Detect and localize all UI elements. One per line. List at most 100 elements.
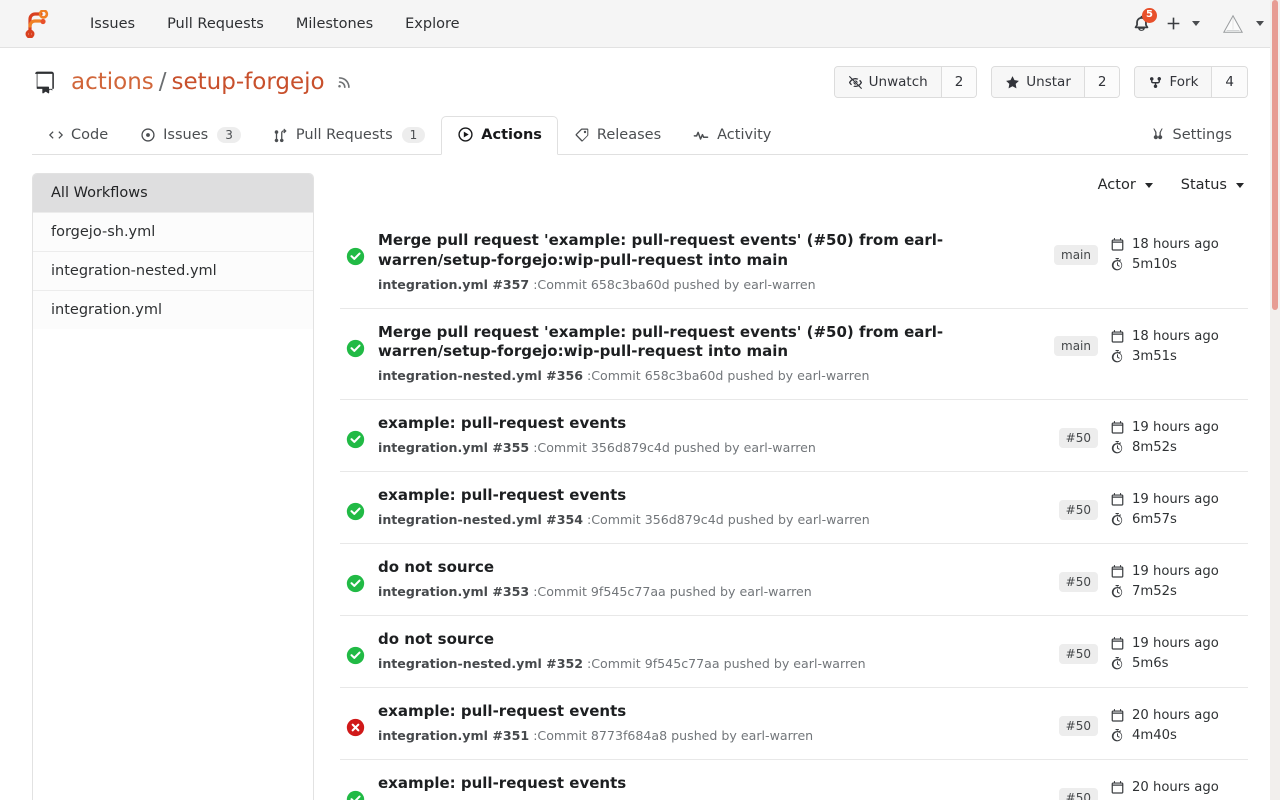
- issue-opened-icon: [141, 128, 155, 142]
- sidebar-item-all-workflows[interactable]: All Workflows: [33, 174, 313, 213]
- run-ref-badge[interactable]: #50: [1058, 643, 1098, 664]
- run-title-link[interactable]: Merge pull request 'example: pull-reques…: [378, 322, 944, 361]
- run-timestamp: 20 hours ago: [1132, 780, 1219, 795]
- git-pull-request-icon: [274, 128, 287, 143]
- calendar-icon: [1111, 238, 1124, 251]
- run-duration-line: 5m6s: [1110, 656, 1242, 671]
- run-duration-line: 7m52s: [1110, 584, 1242, 599]
- run-ref-badge[interactable]: #50: [1058, 715, 1098, 736]
- run-title-link[interactable]: do not source: [378, 630, 495, 648]
- run-commit-detail: :Commit 8773f684a8 pushed by earl-warren: [529, 727, 814, 743]
- tab-issues[interactable]: Issues 3: [124, 116, 257, 155]
- create-new-button[interactable]: [1162, 7, 1184, 41]
- repo-header: actions / setup-forgejo: [32, 48, 1248, 112]
- calendar-icon: [1111, 493, 1124, 506]
- stopwatch-icon: [1111, 440, 1123, 454]
- forgejo-logo-icon[interactable]: [22, 9, 52, 39]
- sidebar-item-forgejo-sh[interactable]: forgejo-sh.yml: [33, 213, 313, 252]
- repo-name-link[interactable]: setup-forgejo: [171, 69, 325, 95]
- check-circle-icon: [346, 247, 364, 266]
- avatar[interactable]: [1218, 7, 1248, 41]
- run-ref-badge[interactable]: main: [1054, 336, 1098, 356]
- run-timestamp: 18 hours ago: [1132, 237, 1219, 252]
- run-title-link[interactable]: do not source: [378, 558, 495, 576]
- filter-status-label: Status: [1180, 177, 1227, 193]
- run-ref-badge[interactable]: #50: [1058, 787, 1098, 800]
- run-workflow-name: integration-nested.yml #354: [378, 511, 583, 527]
- run-started-line: 20 hours ago: [1110, 780, 1242, 795]
- tab-code[interactable]: Code: [32, 116, 124, 155]
- table-row[interactable]: example: pull-request events integration…: [340, 472, 1248, 544]
- table-row[interactable]: Merge pull request 'example: pull-reques…: [340, 217, 1248, 309]
- run-ref-badge[interactable]: #50: [1058, 499, 1098, 520]
- run-timing: 19 hours ago 5m6s: [1110, 636, 1242, 671]
- table-row[interactable]: do not source integration-nested.yml #35…: [340, 616, 1248, 688]
- run-filters: Actor Status: [340, 173, 1248, 203]
- stopwatch-icon: [1111, 656, 1123, 670]
- run-subtitle: integration-nested.yml #354 :Commit 356d…: [378, 511, 1045, 529]
- tab-settings[interactable]: Settings: [1134, 116, 1248, 155]
- run-title-link[interactable]: Merge pull request 'example: pull-reques…: [378, 231, 944, 269]
- repo-action-buttons: Unwatch 2 Unstar 2: [833, 66, 1248, 98]
- run-ref-badge[interactable]: #50: [1058, 571, 1098, 592]
- tab-pull-requests[interactable]: Pull Requests 1: [257, 116, 441, 155]
- sidebar-item-integration-nested[interactable]: integration-nested.yml: [33, 252, 313, 291]
- run-title-link[interactable]: example: pull-request events: [378, 702, 627, 720]
- tab-activity[interactable]: Activity: [677, 116, 787, 155]
- chevron-down-icon: [1236, 182, 1244, 188]
- run-timing: 20 hours ago: [1110, 780, 1242, 800]
- table-row[interactable]: Merge pull request 'example: pull-reques…: [340, 309, 1248, 400]
- run-status-icon-wrap: [344, 558, 366, 593]
- run-title-link[interactable]: example: pull-request events: [378, 414, 627, 432]
- run-ref-badge[interactable]: #50: [1058, 427, 1098, 448]
- repo-breadcrumb: actions / setup-forgejo: [71, 69, 325, 95]
- star-filled-icon: [1006, 75, 1020, 88]
- fork-count[interactable]: 4: [1211, 67, 1247, 97]
- run-started-line: 19 hours ago: [1110, 636, 1242, 651]
- run-timing: 19 hours ago 8m52s: [1110, 420, 1242, 455]
- create-new-dropdown-caret[interactable]: [1192, 21, 1200, 26]
- run-timestamp: 19 hours ago: [1132, 636, 1219, 651]
- star-button-group: Unstar 2: [991, 66, 1121, 98]
- run-main: example: pull-request events integration…: [378, 486, 1059, 529]
- nav-link-issues[interactable]: Issues: [90, 15, 136, 32]
- unwatch-label: Unwatch: [868, 74, 928, 90]
- tab-releases[interactable]: Releases: [558, 116, 677, 155]
- sidebar-item-integration[interactable]: integration.yml: [33, 291, 313, 329]
- watch-count[interactable]: 2: [940, 67, 977, 97]
- run-started-line: 20 hours ago: [1110, 708, 1242, 723]
- run-title-link[interactable]: example: pull-request events: [378, 774, 627, 792]
- nav-link-milestones[interactable]: Milestones: [295, 15, 374, 32]
- run-status-icon-wrap: [344, 774, 366, 800]
- filter-status[interactable]: Status: [1181, 177, 1244, 193]
- table-row[interactable]: example: pull-request events integration…: [340, 760, 1248, 800]
- notifications-button[interactable]: 5: [1124, 7, 1158, 41]
- page-scrollbar-track[interactable]: [1270, 0, 1280, 800]
- run-meta-group: main 18 hours ago 5m10s: [1054, 231, 1242, 272]
- calendar-icon: [1111, 565, 1124, 578]
- table-row[interactable]: example: pull-request events integration…: [340, 688, 1248, 760]
- run-title-link[interactable]: example: pull-request events: [378, 486, 627, 504]
- run-meta-group: #50 19 hours ago 8m52s: [1058, 414, 1242, 455]
- page-scrollbar-thumb[interactable]: [1272, 0, 1278, 310]
- x-circle-icon: [346, 718, 364, 737]
- filter-actor[interactable]: Actor: [1098, 177, 1153, 193]
- unwatch-button[interactable]: Unwatch: [834, 67, 941, 97]
- table-row[interactable]: example: pull-request events integration…: [340, 400, 1248, 472]
- tab-actions[interactable]: Actions: [441, 116, 558, 155]
- user-menu-caret[interactable]: [1256, 21, 1264, 26]
- unstar-button[interactable]: Unstar: [992, 67, 1084, 97]
- fork-icon: [1150, 76, 1162, 88]
- repo-owner-link[interactable]: actions: [71, 69, 154, 95]
- nav-link-pull-requests[interactable]: Pull Requests: [167, 15, 264, 32]
- calendar-icon: [1111, 781, 1124, 794]
- run-ref-badge[interactable]: main: [1054, 244, 1098, 265]
- rss-feed-icon[interactable]: [337, 74, 353, 90]
- table-row[interactable]: do not source integration.yml #353 :Comm…: [340, 544, 1248, 616]
- run-meta-group: #50 20 hours ago: [1058, 774, 1242, 800]
- nav-link-explore[interactable]: Explore: [405, 15, 460, 32]
- calendar-icon: [1111, 421, 1124, 434]
- star-count[interactable]: 2: [1083, 67, 1120, 97]
- fork-button[interactable]: Fork: [1135, 67, 1212, 97]
